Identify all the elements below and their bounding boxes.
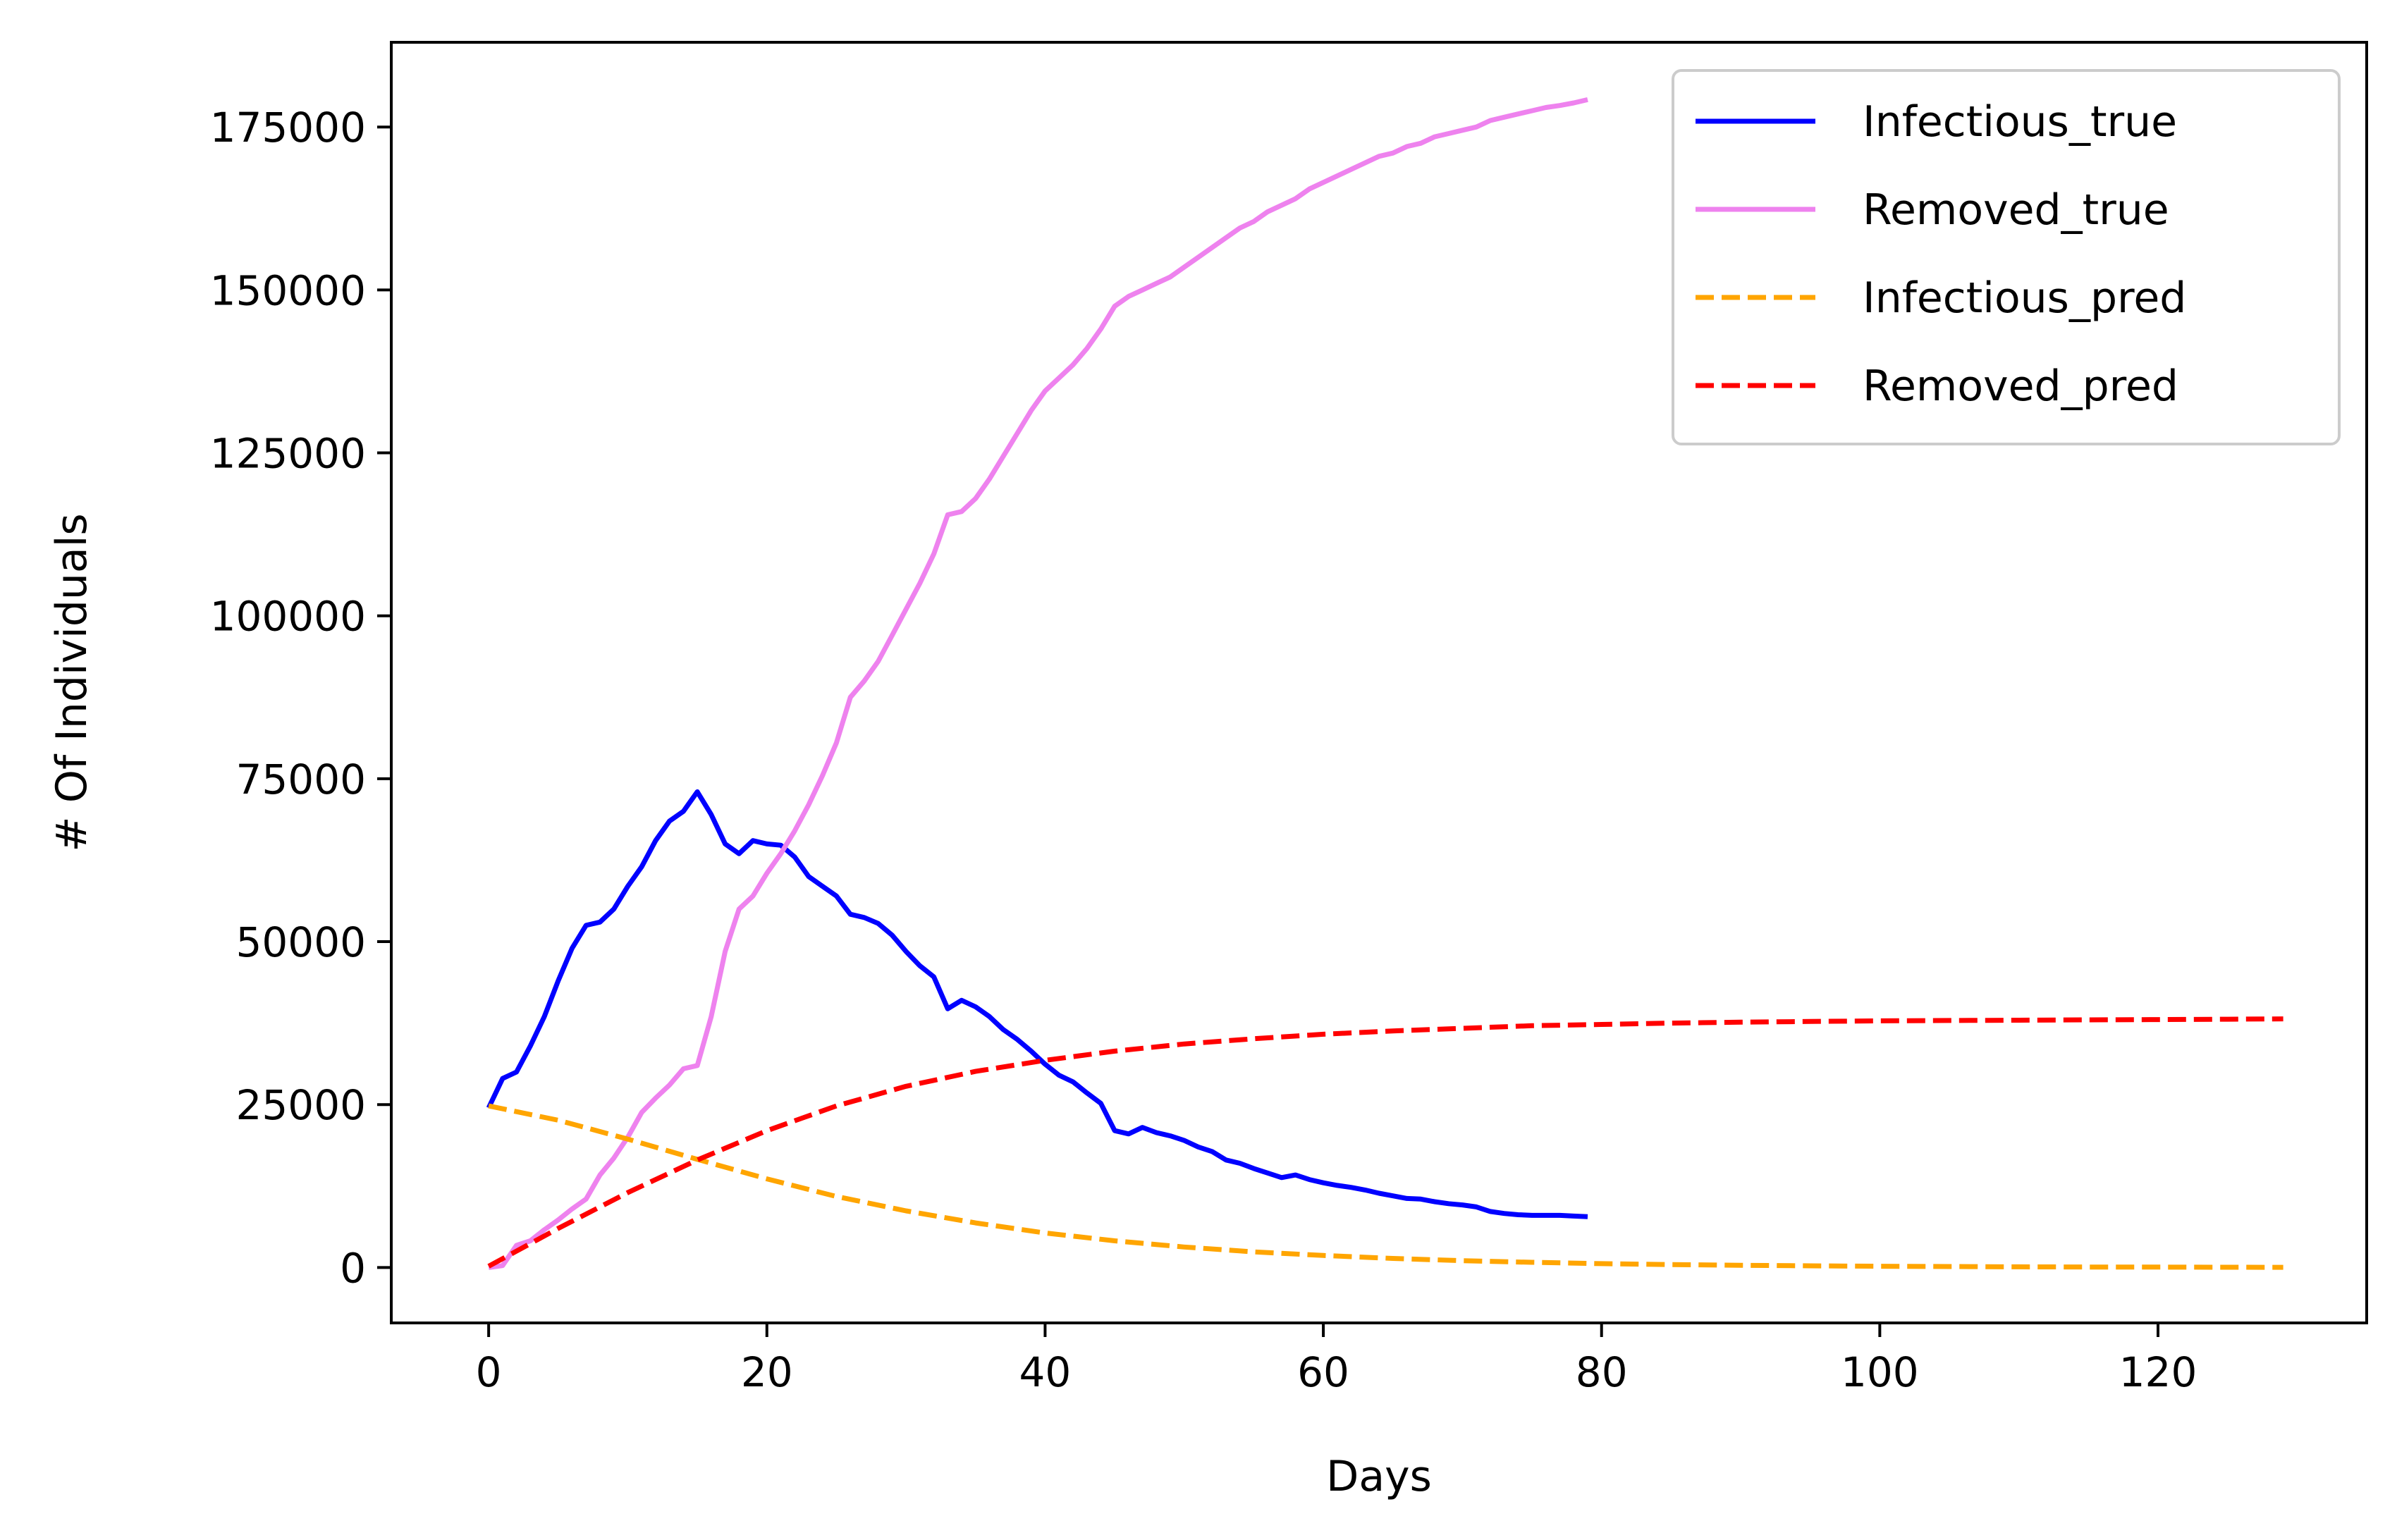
x-tick-label: 40 — [1019, 1348, 1072, 1396]
y-tick-label: 75000 — [235, 756, 366, 803]
x-tick-label: 60 — [1297, 1348, 1349, 1396]
x-axis-label: Days — [1326, 1452, 1432, 1501]
x-axis: 0 20 40 60 80 100 120 — [476, 1323, 2197, 1396]
y-tick-label: 150000 — [210, 266, 366, 314]
y-axis: 0 25000 50000 75000 100000 125000 150000 175000 — [210, 104, 391, 1292]
y-tick-label: 50000 — [235, 918, 366, 966]
legend-label: Infectious_true — [1863, 97, 2177, 147]
x-tick-label: 20 — [741, 1348, 793, 1396]
legend-label: Removed_pred — [1863, 362, 2178, 411]
series-layer — [486, 97, 2283, 1270]
y-tick-label: 0 — [340, 1244, 366, 1292]
y-axis-label: # Of Individuals — [47, 513, 97, 851]
series-line-infectious-true — [486, 789, 1588, 1219]
legend: Infectious_true Removed_true Infectious_pr… — [1672, 69, 2341, 445]
y-tick-label: 125000 — [210, 430, 366, 478]
x-tick-label: 100 — [1841, 1348, 1919, 1396]
plot-frame — [390, 41, 2368, 1324]
x-tick-label: 0 — [476, 1348, 502, 1396]
legend-label: Infectious_pred — [1863, 273, 2186, 323]
series-line-infectious-pred — [488, 1103, 2283, 1270]
y-tick-label: 175000 — [210, 104, 366, 152]
legend-frame — [1672, 69, 2341, 445]
series-line-removed-pred — [487, 1016, 2283, 1269]
legend-label: Removed_true — [1863, 185, 2169, 235]
x-tick-label: 120 — [2119, 1348, 2197, 1396]
y-tick-label: 25000 — [235, 1081, 366, 1129]
y-tick-label: 100000 — [210, 593, 366, 641]
x-tick-label: 80 — [1576, 1348, 1628, 1396]
series-line-removed-true — [488, 97, 1588, 1270]
